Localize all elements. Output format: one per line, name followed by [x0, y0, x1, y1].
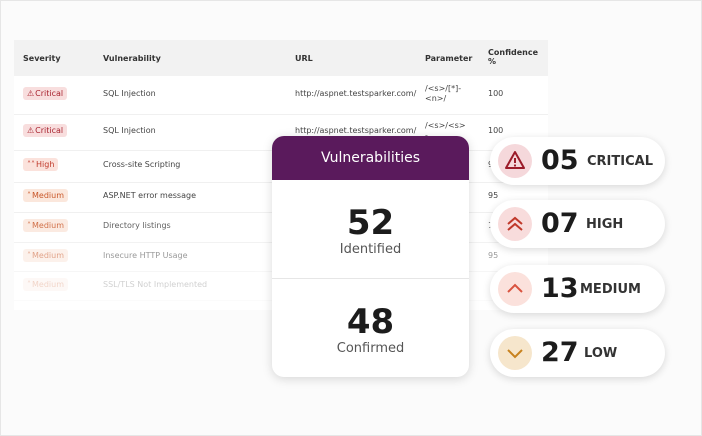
summary-pill: 13 MEDIUM	[490, 265, 665, 313]
confidence-cell: 95	[488, 250, 499, 260]
icon	[505, 151, 525, 169]
summary-count: 05	[541, 145, 579, 176]
severity-text: Medium	[32, 191, 64, 200]
stat-value: 52	[346, 203, 395, 243]
badge-icon: ˄	[27, 250, 31, 260]
icon	[507, 349, 523, 359]
severity-badge: ⚠Critical	[23, 87, 68, 100]
low-icon	[498, 336, 532, 370]
vulnerability-cell: Insecure HTTP Usage	[103, 250, 188, 260]
severity-badge: ˄Medium	[23, 189, 68, 202]
confidence-cell: 95	[488, 191, 499, 200]
stat-label: Confirmed	[336, 341, 405, 356]
medium-icon	[498, 272, 532, 306]
vulnerability-cell: Directory listings	[103, 221, 171, 230]
header-cell: Severity	[23, 54, 61, 63]
vulnerability-cell: SQL Injection	[103, 89, 156, 98]
severity-text: Critical	[35, 126, 64, 135]
vulnerabilities-card: Vulnerabilities 52 Identified 48 Confirm…	[272, 136, 469, 377]
badge-icon: ⚠	[27, 89, 35, 98]
severity-text: Medium	[32, 221, 64, 230]
summary-label: HIGH	[586, 217, 624, 232]
stat-value: 48	[346, 302, 395, 342]
table-row: ⚠Critical SQL Injection http://aspnet.test…	[14, 76, 548, 115]
badge-icon: ˄	[27, 279, 31, 289]
summary-label: LOW	[584, 346, 618, 361]
vulnerability-cell: SSL/TLS Not Implemented	[103, 279, 208, 289]
severity-text: Critical	[35, 89, 64, 98]
vulnerability-cell: ASP.NET error message	[103, 191, 197, 200]
summary-label: CRITICAL	[587, 154, 653, 169]
badge-icon: ˄	[27, 221, 31, 230]
confidence-cell: 100	[488, 89, 504, 98]
header-cell: Confidence %	[488, 48, 539, 66]
summary-label: MEDIUM	[580, 282, 641, 297]
severity-badge: ⚠Critical	[23, 124, 68, 137]
severity-badge: ˄˄High	[23, 158, 59, 171]
summary-count: 13	[541, 273, 579, 304]
header-cell: URL	[295, 54, 313, 63]
header-cell: Vulnerability	[103, 54, 161, 63]
badge-icon: ˄˄	[27, 160, 35, 169]
card-title: Vulnerabilities	[272, 136, 469, 180]
summary-pill: 27 LOW	[490, 329, 665, 377]
summary-pill: 07 HIGH	[490, 200, 665, 248]
severity-badge: ˄Medium	[23, 248, 68, 262]
severity-badge: ˄Medium	[23, 219, 68, 232]
url-cell: http://aspnet.testsparker.com/	[295, 126, 417, 135]
summary-pill: 05 CRITICAL	[490, 137, 665, 185]
parameter-cell: /<s>/<s>-	[425, 121, 466, 140]
icon	[507, 216, 523, 231]
badge-icon: ˄	[27, 191, 31, 200]
parameter-cell: /<s>/[*]-<n>/	[425, 84, 462, 103]
severity-text: Medium	[32, 279, 64, 289]
stat: 48 Confirmed	[272, 303, 469, 356]
severity-badge: ˄Medium	[23, 277, 68, 291]
stat: 52 Identified	[272, 204, 469, 257]
high-icon	[498, 207, 532, 241]
icon	[507, 283, 523, 293]
critical-icon	[498, 144, 532, 178]
url-cell: http://aspnet.testsparker.com/	[295, 89, 417, 98]
summary-count: 27	[541, 337, 579, 368]
header-cell: Parameter	[425, 54, 473, 63]
stat-label: Identified	[339, 242, 402, 257]
vulnerability-cell: Cross-site Scripting	[103, 160, 181, 169]
table-header: Severity Vulnerability URL Parameter Con…	[14, 40, 548, 76]
vulnerability-cell: SQL Injection	[103, 126, 156, 135]
confidence-cell: 100	[488, 126, 504, 135]
badge-icon: ⚠	[27, 126, 35, 135]
divider	[272, 278, 469, 279]
severity-text: Medium	[32, 250, 64, 260]
summary-count: 07	[541, 208, 579, 239]
severity-text: High	[36, 160, 55, 169]
